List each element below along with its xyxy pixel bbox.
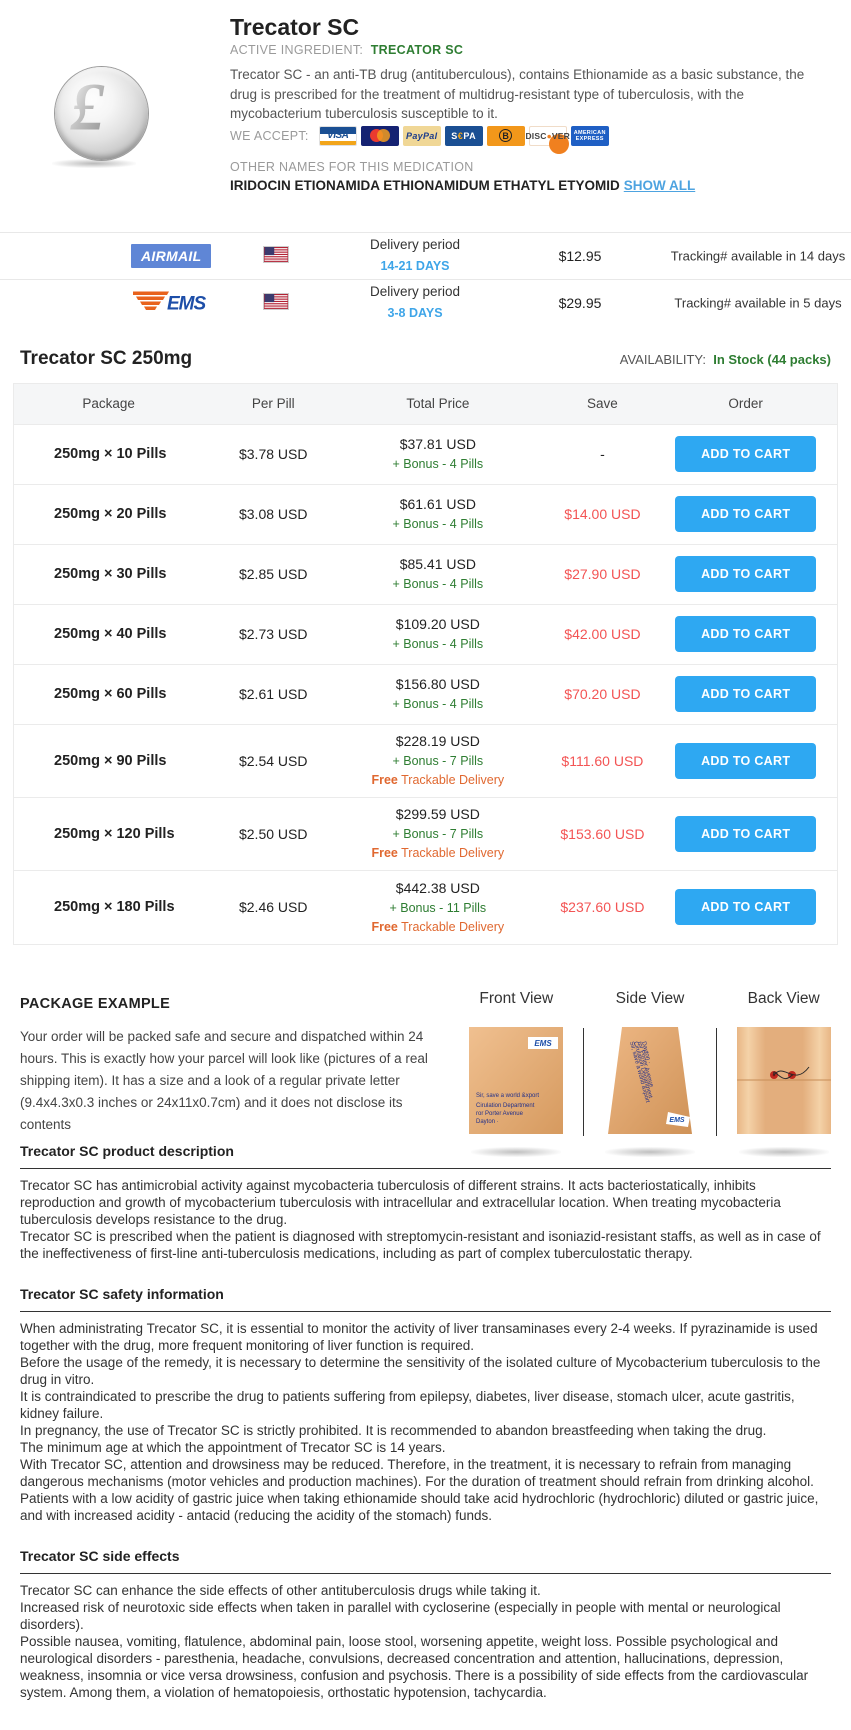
svg-text:Cirulation Department: Cirulation Department bbox=[476, 1103, 535, 1109]
svg-text:EMS: EMS bbox=[669, 1117, 685, 1124]
svg-text:ror Porter Avenue: ror Porter Avenue bbox=[476, 1111, 524, 1117]
svg-text:EMS: EMS bbox=[167, 293, 207, 314]
svg-text:EMS: EMS bbox=[535, 1039, 553, 1048]
svg-text:£: £ bbox=[69, 70, 104, 145]
svg-text:Dayton ·: Dayton · bbox=[476, 1119, 499, 1125]
svg-text:Sir, save a world &xport: Sir, save a world &xport bbox=[476, 1093, 539, 1099]
